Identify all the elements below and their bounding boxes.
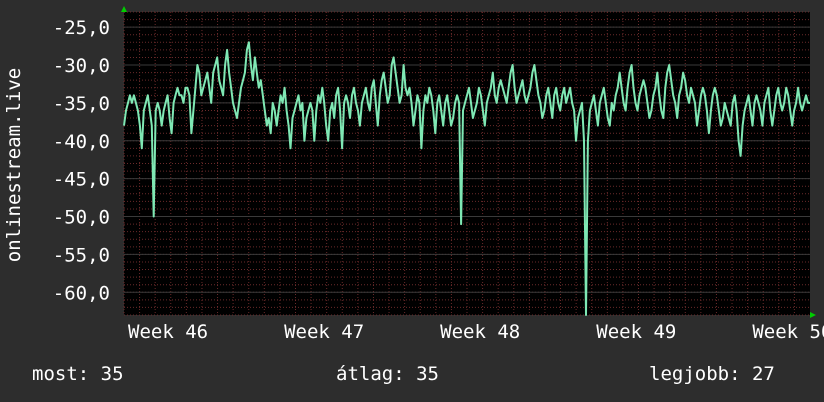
legend-current: most: 35 <box>32 363 124 385</box>
y-tick-label: -60,0 <box>53 282 110 304</box>
y-axis-ticks: -25,0 -30,0 -35,0 -40,0 -45,0 -50,0 -55,0 -60,0 <box>53 17 110 304</box>
series-line <box>123 41 810 316</box>
legend-best: legjobb: 27 <box>649 363 775 385</box>
y-tick-label: -35,0 <box>53 93 110 115</box>
x-tick-label: Week 49 <box>596 321 676 343</box>
y-tick-label: -50,0 <box>53 207 110 229</box>
y-tick-label: -55,0 <box>53 244 110 266</box>
x-tick-label: Week 46 <box>128 321 208 343</box>
series-group <box>123 41 810 316</box>
y-axis-arrow-icon <box>121 6 127 12</box>
x-tick-label: Week 48 <box>440 321 520 343</box>
y-tick-label: -25,0 <box>53 17 110 39</box>
x-axis-arrow-icon <box>810 312 816 318</box>
x-tick-label: Week 47 <box>284 321 364 343</box>
x-axis-ticks: Week 46 Week 47 Week 48 Week 49 Week 50 <box>128 321 824 343</box>
y-tick-label: -40,0 <box>53 131 110 153</box>
y-tick-label: -45,0 <box>53 169 110 191</box>
x-tick-label: Week 50 <box>752 321 824 343</box>
y-axis-label: onlinestream.live <box>3 68 25 262</box>
y-tick-label: -30,0 <box>53 55 110 77</box>
legend-average: átlag: 35 <box>336 363 439 385</box>
